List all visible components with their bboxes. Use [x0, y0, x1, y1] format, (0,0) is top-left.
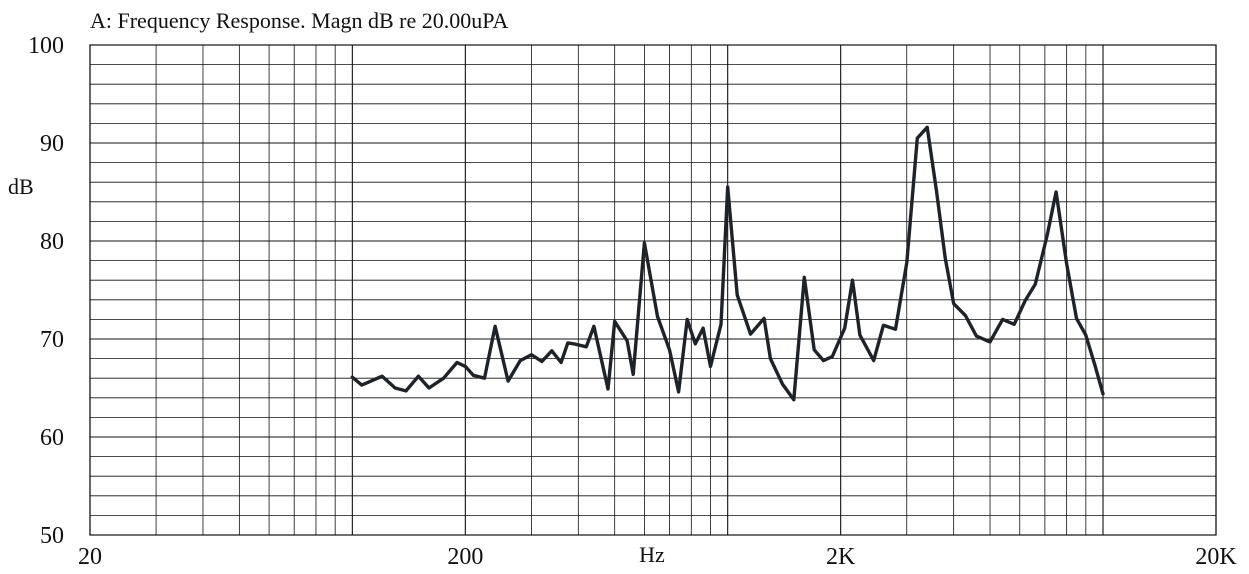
plot-frame	[89, 44, 1217, 536]
x-tick-label: 20	[78, 544, 102, 570]
y-tick-label: 100	[28, 33, 64, 59]
y-tick-label: 90	[40, 131, 64, 157]
series-group	[350, 125, 1105, 402]
y-tick-label: 60	[40, 425, 64, 451]
y-tick-label: 50	[40, 523, 64, 549]
x-tick-label: 2K	[826, 544, 856, 570]
y-tick-label: 80	[40, 229, 64, 255]
series-line	[350, 125, 1105, 402]
y-tick-label: 70	[40, 327, 64, 353]
y-axis-label: dB	[8, 174, 34, 199]
x-axis-label: Hz	[639, 542, 665, 567]
tick-labels: 50 60 70 80 90 100 20 200 2K 20K	[28, 33, 1237, 570]
x-tick-label: 20K	[1195, 544, 1237, 570]
chart-title: A: Frequency Response. Magn dB re 20.00u…	[90, 8, 508, 33]
x-tick-label: 200	[447, 544, 483, 570]
